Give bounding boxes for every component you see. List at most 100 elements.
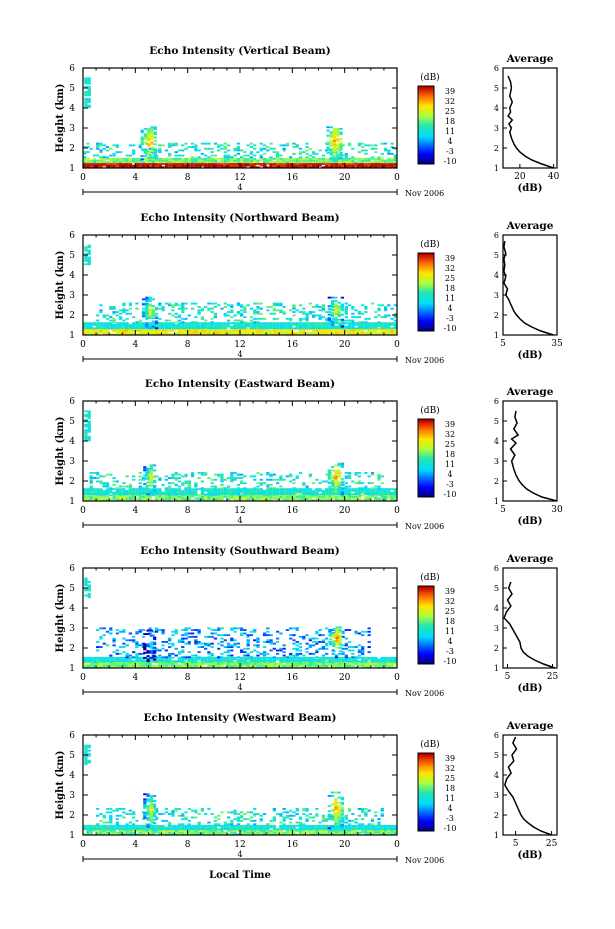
heat-cell: [149, 645, 153, 647]
heat-cell: [279, 322, 283, 325]
heat-cell: [334, 486, 338, 489]
heat-cell: [266, 493, 270, 496]
heat-cell: [289, 161, 293, 164]
heat-cell: [207, 323, 211, 326]
heat-cell: [217, 323, 221, 326]
heat-cell: [84, 587, 88, 590]
heat-cell: [138, 658, 142, 661]
heat-cell: [158, 497, 162, 500]
heat-cell: [285, 164, 290, 167]
heat-cell: [200, 333, 205, 336]
heat-cell: [171, 497, 175, 500]
heat-cell: [213, 495, 218, 498]
heat-cell: [262, 489, 267, 492]
heat-cell: [325, 644, 329, 647]
heat-cell: [181, 302, 185, 305]
heat-cell: [292, 497, 296, 500]
profile-x-tick-label: 20: [514, 172, 526, 182]
heat-cell: [187, 664, 191, 667]
heat-cell: [292, 146, 296, 148]
heat-cell: [336, 156, 340, 159]
heat-cell: [153, 641, 157, 644]
heat-cell: [236, 323, 240, 326]
heat-cell: [161, 641, 165, 643]
colorbar-swatch: [418, 123, 434, 126]
heat-cell: [230, 637, 234, 640]
heat-cell: [383, 327, 388, 330]
heat-cell: [168, 497, 172, 500]
heat-cell: [226, 644, 231, 647]
heat-cell: [220, 166, 224, 169]
heat-cell: [141, 315, 146, 318]
heat-cell: [289, 656, 293, 659]
colorbar-swatch: [418, 272, 434, 275]
panel-title: Echo Intensity (Vertical Beam): [149, 45, 330, 57]
heat-cell: [253, 491, 257, 494]
heat-cell: [279, 485, 283, 488]
heat-cell: [298, 666, 303, 669]
heat-cell: [112, 333, 116, 336]
heat-cell: [311, 152, 316, 155]
heat-cell: [190, 629, 195, 631]
heat-cell: [207, 322, 211, 325]
heat-cell: [326, 151, 330, 154]
heat-cell: [158, 658, 162, 661]
heat-cell: [347, 660, 352, 663]
heat-cell: [269, 473, 273, 476]
heat-cell: [84, 104, 88, 107]
heat-cell: [213, 487, 218, 490]
heat-cell: [145, 495, 149, 498]
colorbar-swatch: [418, 297, 434, 301]
heat-cell: [347, 497, 352, 500]
heat-cell: [197, 327, 201, 330]
heat-cell: [187, 641, 191, 643]
heat-cell: [197, 325, 201, 328]
heat-cell: [361, 166, 365, 169]
heat-cell: [240, 627, 244, 630]
heat-cell: [125, 323, 129, 326]
heat-cell: [148, 303, 152, 306]
heat-cell: [187, 642, 191, 645]
heat-cell: [154, 312, 159, 315]
heat-cell: [230, 161, 234, 164]
heat-cell: [194, 316, 198, 319]
heat-cell: [128, 166, 133, 169]
heat-cell: [253, 630, 257, 633]
heat-cell: [292, 482, 296, 485]
heat-cell: [217, 660, 221, 663]
heat-cell: [105, 488, 110, 491]
heat-cell: [259, 488, 263, 491]
heat-cell: [347, 331, 352, 334]
heat-cell: [308, 475, 312, 478]
heat-cell: [118, 656, 123, 659]
heat-cell: [347, 664, 352, 667]
heat-cell: [393, 304, 397, 307]
heat-cell: [115, 480, 119, 483]
heat-cell: [335, 626, 339, 629]
heat-cell: [354, 495, 358, 498]
heat-cell: [240, 162, 244, 165]
heat-cell: [128, 329, 133, 332]
heat-cell: [145, 322, 149, 325]
heat-cell: [272, 157, 276, 160]
heat-cell: [105, 630, 110, 633]
heat-cell: [318, 634, 322, 637]
heat-cell: [393, 495, 397, 498]
heat-cell: [246, 157, 250, 160]
heat-cell: [84, 97, 88, 100]
colorbar-swatch: [418, 260, 434, 264]
heat-cell: [174, 151, 178, 154]
heat-cell: [347, 329, 352, 332]
heat-cell: [315, 662, 319, 665]
heat-cell: [138, 482, 142, 485]
heat-cell: [387, 314, 391, 317]
heat-cell: [145, 489, 149, 492]
heat-cell: [243, 157, 247, 160]
heat-cell: [335, 641, 339, 644]
heat-cell: [174, 159, 178, 162]
heat-cell: [374, 499, 378, 502]
heat-cell: [236, 497, 240, 500]
heat-cell: [148, 166, 152, 169]
heat-cell: [143, 645, 147, 647]
heat-cell: [236, 325, 240, 328]
